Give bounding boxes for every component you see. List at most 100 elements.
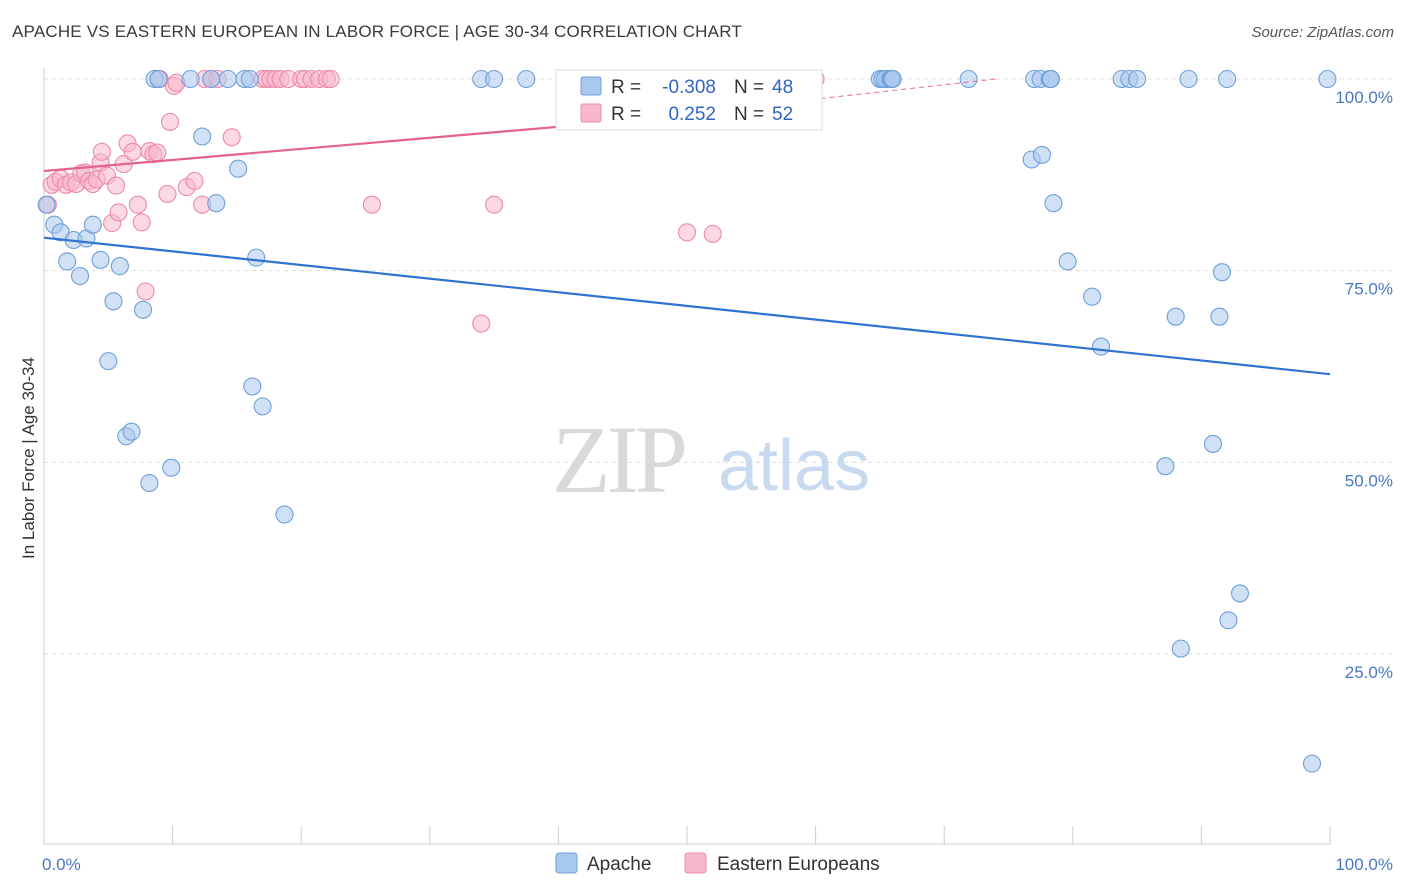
apache-point-15	[140, 473, 159, 493]
eastern-point-23	[136, 282, 155, 301]
apache-point-8	[91, 250, 110, 269]
apache-point-20	[193, 127, 212, 146]
eastern-point-20	[123, 142, 142, 161]
grid-lines	[44, 78, 1395, 655]
apache-point-28	[247, 248, 266, 267]
y-tick-label-0: 100.0%	[1335, 88, 1393, 107]
watermark-zip: ZIP	[552, 406, 685, 513]
eastern-point-52	[472, 314, 491, 333]
legend-r-value-apache: -0.308	[662, 77, 716, 98]
apache-point-51	[1218, 69, 1237, 89]
apache-point-64	[1212, 263, 1232, 282]
series-label-apache: Apache	[587, 854, 651, 875]
eastern-point-51	[362, 195, 381, 214]
legend-n-value-eastern: 52	[772, 104, 793, 125]
apache-point-32	[485, 69, 504, 89]
eastern-trend-line	[43, 122, 598, 173]
chart-source: Source: ZipAtlas.com	[1251, 24, 1394, 41]
apache-point-57	[1092, 337, 1111, 356]
eastern-point-16	[106, 176, 126, 195]
legend-r-label-apache: R =	[611, 77, 641, 98]
apache-point-50	[1128, 69, 1147, 89]
apache-point-7	[83, 215, 102, 234]
series-label-eastern: Eastern Europeans	[717, 854, 880, 875]
series-legend: Apache Eastern Europeans	[555, 852, 880, 875]
watermark-atlas: atlas	[718, 426, 870, 506]
legend-n-label-apache: N =	[734, 77, 764, 98]
legend-swatch-eastern	[580, 103, 602, 123]
apache-point-65	[1219, 611, 1238, 630]
apache-point-62	[1203, 434, 1223, 453]
apache-point-42	[959, 69, 978, 89]
apache-point-22	[207, 194, 226, 213]
apache-point-3	[58, 252, 77, 271]
chart-title: APACHE VS EASTERN EUROPEAN IN LABOR FORC…	[12, 22, 742, 41]
axes	[43, 68, 1331, 845]
series-swatch-apache	[555, 852, 578, 874]
apache-point-54	[1044, 194, 1063, 213]
apache-point-30	[275, 505, 294, 524]
apache-point-29	[253, 397, 272, 416]
eastern-point-57	[677, 223, 697, 242]
correlation-legend: R = -0.308 N = 48 R = 0.252 N = 52	[555, 69, 823, 131]
apache-point-5	[70, 266, 90, 286]
apache-point-27	[243, 377, 262, 396]
y-axis-label: In Labor Force | Age 30-34	[19, 357, 38, 559]
apache-point-17	[149, 69, 168, 89]
apache-point-26	[240, 69, 259, 89]
apache-point-33	[517, 69, 536, 89]
apache-point-13	[122, 422, 141, 441]
eastern-point-38	[222, 128, 241, 147]
eastern-point-29	[160, 112, 180, 131]
apache-point-68	[1318, 69, 1337, 89]
apache-point-41	[883, 69, 902, 89]
watermark: ZIP atlas	[552, 406, 870, 513]
apache-point-9	[104, 292, 123, 311]
apache-point-18	[162, 458, 181, 477]
tick-labels: 100.0% 75.0% 50.0% 25.0% 0.0% 100.0%	[42, 88, 1393, 874]
apache-point-21	[202, 69, 221, 89]
legend-swatch-apache	[580, 76, 602, 96]
eastern-point-53	[485, 195, 504, 214]
apache-point-55	[1058, 252, 1077, 271]
apache-point-47	[1041, 69, 1060, 89]
eastern-point-50	[321, 69, 340, 89]
legend-n-label-eastern: N =	[734, 104, 764, 125]
apache-point-0	[37, 195, 56, 214]
series-swatch-eastern	[684, 852, 707, 874]
eastern-point-26	[148, 143, 167, 162]
eastern-point-33	[185, 171, 204, 191]
eastern-point-22	[132, 213, 151, 232]
apache-point-24	[229, 159, 248, 178]
legend-r-value-eastern: 0.252	[668, 104, 716, 125]
x-tick-label-1: 100.0%	[1335, 855, 1393, 874]
apache-point-10	[110, 257, 129, 276]
apache-point-63	[1210, 307, 1229, 326]
legend-r-label-eastern: R =	[611, 104, 641, 125]
eastern-point-21	[128, 195, 147, 214]
apache-trend-line	[43, 236, 1331, 376]
apache-point-67	[1302, 754, 1322, 773]
x-tick-label-0: 0.0%	[42, 855, 81, 874]
y-tick-label-1: 75.0%	[1345, 280, 1393, 299]
apache-point-14	[133, 300, 153, 319]
apache-point-61	[1179, 69, 1198, 89]
apache-point-56	[1083, 287, 1102, 306]
apache-point-19	[181, 69, 200, 89]
apache-point-23	[218, 69, 237, 89]
apache-point-59	[1166, 307, 1185, 326]
y-tick-label-3: 25.0%	[1345, 663, 1393, 682]
apache-points	[37, 69, 1337, 773]
apache-point-60	[1171, 639, 1190, 658]
eastern-point-17	[109, 203, 128, 222]
eastern-point-58	[703, 224, 722, 243]
apache-point-11	[99, 352, 118, 371]
y-tick-label-2: 50.0%	[1345, 471, 1393, 490]
apache-point-53	[1032, 145, 1051, 164]
apache-point-58	[1156, 457, 1175, 476]
eastern-point-13	[92, 142, 111, 161]
legend-n-value-apache: 48	[772, 77, 793, 98]
apache-point-66	[1230, 584, 1250, 603]
eastern-point-28	[158, 184, 177, 204]
